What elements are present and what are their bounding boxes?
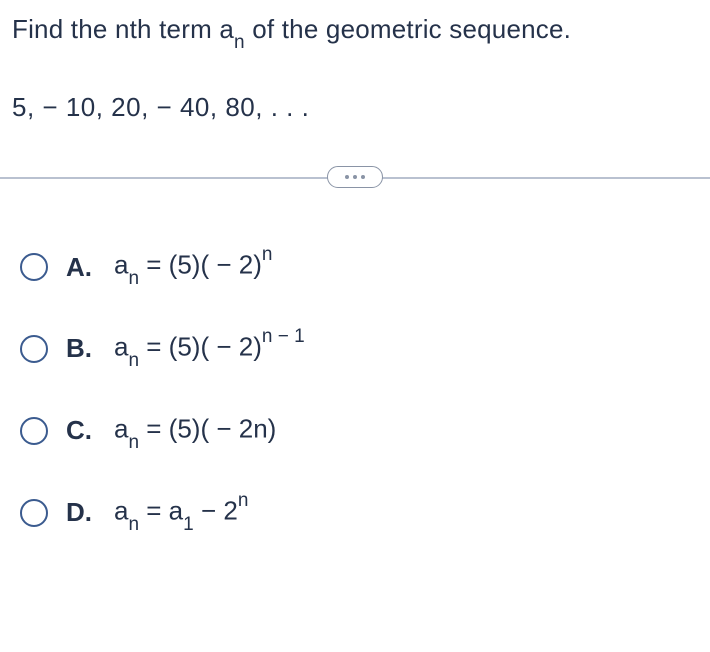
- dots-icon: [345, 175, 349, 179]
- option-formula: an = (5)( − 2)n: [114, 248, 272, 286]
- divider: [12, 163, 698, 193]
- radio-a[interactable]: [20, 253, 48, 281]
- option-letter: C.: [66, 415, 96, 446]
- prompt-sub: n: [234, 32, 245, 53]
- radio-c[interactable]: [20, 417, 48, 445]
- prompt-prefix: Find the nth term a: [12, 14, 234, 44]
- option-a[interactable]: A. an = (5)( − 2)n: [20, 248, 698, 286]
- options-list: A. an = (5)( − 2)n B. an = (5)( − 2)n − …: [12, 248, 698, 531]
- option-d[interactable]: D. an = a1 − 2n: [20, 494, 698, 532]
- expand-pill[interactable]: [327, 166, 383, 188]
- option-letter: B.: [66, 333, 96, 364]
- sequence-text: 5, − 10, 20, − 40, 80, . . .: [12, 92, 698, 123]
- option-c[interactable]: C. an = (5)( − 2n): [20, 412, 698, 450]
- option-b[interactable]: B. an = (5)( − 2)n − 1: [20, 330, 698, 368]
- option-letter: D.: [66, 497, 96, 528]
- radio-d[interactable]: [20, 499, 48, 527]
- dots-icon: [353, 175, 357, 179]
- option-formula: an = (5)( − 2)n − 1: [114, 330, 305, 368]
- option-formula: an = (5)( − 2n): [114, 412, 276, 450]
- option-formula: an = a1 − 2n: [114, 494, 248, 532]
- option-letter: A.: [66, 252, 96, 283]
- radio-b[interactable]: [20, 335, 48, 363]
- prompt-suffix: of the geometric sequence.: [245, 14, 571, 44]
- dots-icon: [361, 175, 365, 179]
- question-prompt: Find the nth term an of the geometric se…: [12, 14, 698, 50]
